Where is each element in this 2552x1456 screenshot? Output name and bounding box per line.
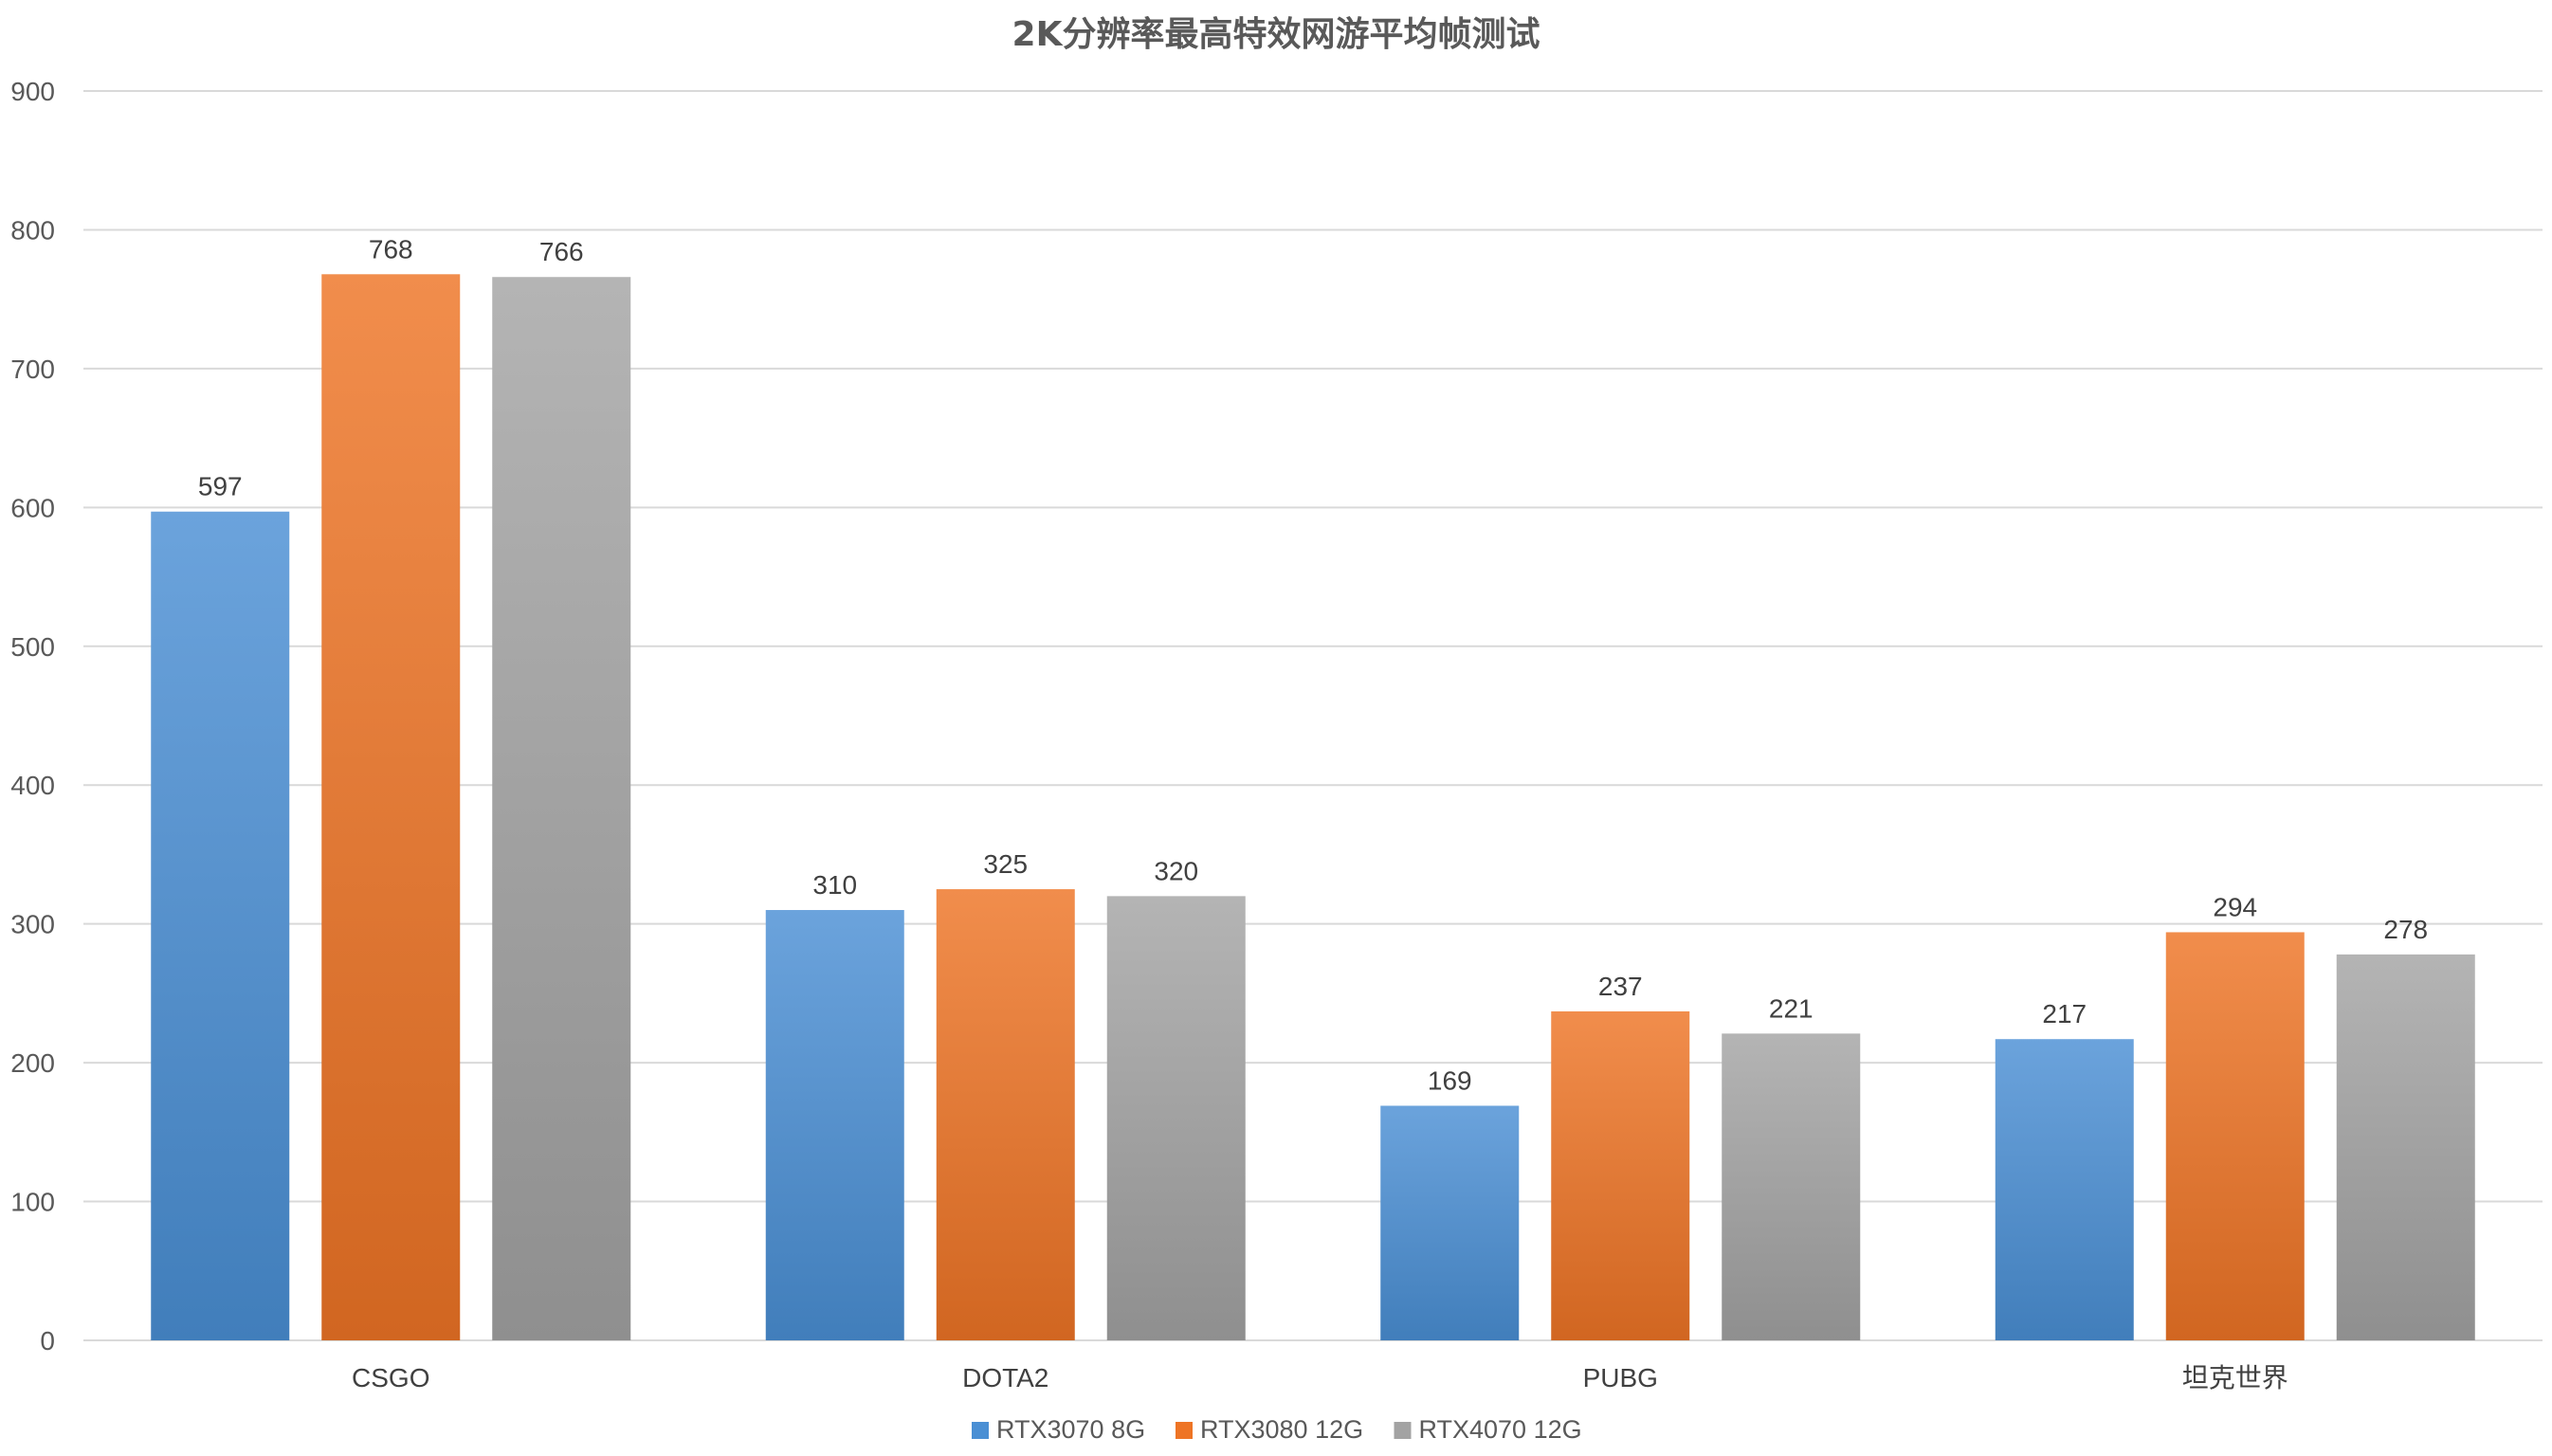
data-label: 310 bbox=[812, 870, 857, 900]
y-axis-ticks: 0 100 200 300 400 500 600 700 800 900 bbox=[10, 77, 55, 1356]
y-tick-label: 300 bbox=[10, 910, 55, 939]
bar bbox=[1106, 896, 1246, 1340]
data-label: 325 bbox=[983, 849, 1028, 879]
y-tick-label: 0 bbox=[40, 1326, 55, 1356]
bar bbox=[1722, 1033, 1861, 1340]
data-label: 278 bbox=[2383, 915, 2428, 944]
chart-title: 2K分辨率最高特效网游平均帧测试 bbox=[1012, 15, 1540, 54]
legend-label: RTX4070 12G bbox=[1419, 1415, 1582, 1444]
data-labels: 597 768 766 310 325 320 169 237 221 217 294 278 bbox=[198, 234, 2428, 1095]
x-category-label: PUBG bbox=[1583, 1363, 1658, 1392]
y-tick-label: 200 bbox=[10, 1048, 55, 1078]
legend: RTX3070 8G RTX3080 12G RTX4070 12G bbox=[972, 1415, 1582, 1444]
bar bbox=[1551, 1010, 1690, 1340]
bars bbox=[151, 274, 2475, 1341]
y-tick-label: 500 bbox=[10, 632, 55, 662]
y-tick-label: 600 bbox=[10, 493, 55, 522]
legend-swatch bbox=[972, 1422, 989, 1439]
data-label: 169 bbox=[1428, 1066, 1472, 1096]
bar bbox=[151, 511, 290, 1340]
legend-swatch bbox=[1176, 1422, 1193, 1439]
legend-swatch bbox=[1394, 1422, 1412, 1439]
data-label: 294 bbox=[2213, 892, 2257, 921]
data-label: 597 bbox=[198, 472, 243, 501]
bar bbox=[1380, 1105, 1520, 1340]
bar bbox=[2165, 932, 2305, 1340]
data-label: 320 bbox=[1154, 856, 1198, 885]
bar bbox=[321, 274, 461, 1341]
bar bbox=[765, 910, 904, 1340]
x-category-label: DOTA2 bbox=[962, 1363, 1048, 1392]
y-tick-label: 800 bbox=[10, 215, 55, 245]
data-label: 766 bbox=[539, 237, 584, 266]
bar bbox=[1995, 1039, 2134, 1340]
y-tick-label: 700 bbox=[10, 355, 55, 384]
y-tick-label: 100 bbox=[10, 1188, 55, 1217]
y-tick-label: 900 bbox=[10, 77, 55, 106]
bar bbox=[492, 277, 631, 1340]
data-label: 221 bbox=[1769, 993, 1814, 1023]
legend-label: RTX3070 8G bbox=[996, 1415, 1145, 1444]
data-label: 768 bbox=[369, 234, 413, 264]
x-axis-categories: CSGO DOTA2 PUBG 坦克世界 bbox=[352, 1363, 2288, 1392]
legend-label: RTX3080 12G bbox=[1200, 1415, 1363, 1444]
data-label: 237 bbox=[1598, 972, 1643, 1001]
bar bbox=[936, 889, 1075, 1340]
x-category-label: 坦克世界 bbox=[2182, 1363, 2288, 1392]
y-tick-label: 400 bbox=[10, 771, 55, 800]
bar bbox=[2336, 954, 2475, 1340]
x-category-label: CSGO bbox=[352, 1363, 429, 1392]
data-label: 217 bbox=[2042, 999, 2087, 1028]
